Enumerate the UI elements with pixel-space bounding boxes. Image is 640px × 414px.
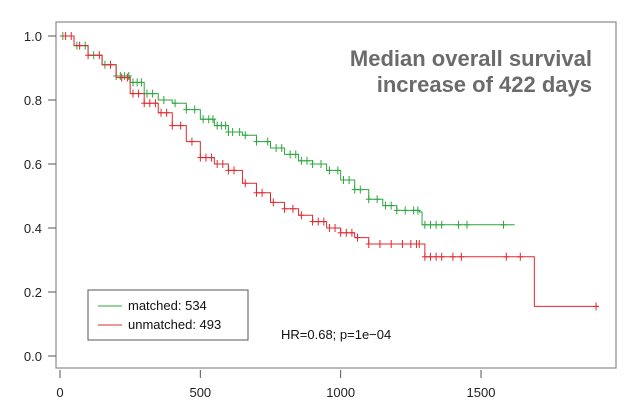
plot-frame (55, 21, 617, 369)
chart-title-line-1: Median overall survival (350, 46, 592, 71)
survival-curves (59, 32, 600, 311)
x-tick-label: 0 (56, 385, 63, 400)
x-axis: 0 500 1000 1500 (56, 370, 495, 400)
y-tick-label: 1.0 (24, 29, 42, 44)
chart-title-line-2: increase of 422 days (377, 72, 592, 97)
hazard-ratio-annotation: HR=0.68; p=1e−04 (281, 327, 391, 342)
legend-label-unmatched: unmatched: 493 (128, 317, 221, 332)
legend-box (87, 289, 249, 341)
y-tick-label: 0.2 (24, 285, 42, 300)
y-tick-label: 0.8 (24, 93, 42, 108)
legend: matched: 534 unmatched: 493 (87, 289, 249, 341)
x-tick-label: 1000 (326, 385, 355, 400)
y-axis: 0.0 0.2 0.4 0.6 0.8 1.0 (24, 29, 56, 364)
y-tick-label: 0.4 (24, 221, 42, 236)
x-tick-label: 500 (189, 385, 211, 400)
y-tick-label: 0.0 (24, 349, 42, 364)
y-tick-label: 0.6 (24, 157, 42, 172)
legend-label-matched: matched: 534 (128, 298, 207, 313)
x-tick-label: 1500 (467, 385, 496, 400)
